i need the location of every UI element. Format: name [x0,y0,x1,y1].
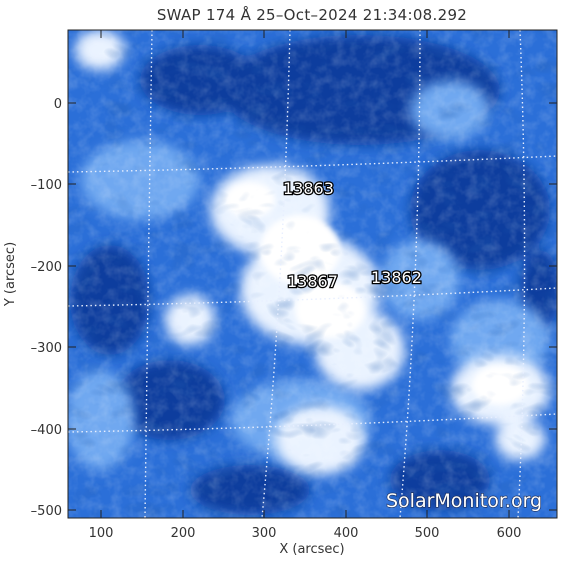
x-axis [100,30,510,518]
y-tick-label: –200 [31,260,62,275]
image-title: SWAP 174 Å 25–Oct–2024 21:34:08.292 [157,5,467,24]
x-tick-label: 600 [497,526,522,541]
watermark: SolarMonitor.org [386,490,542,512]
y-tick-label: –500 [31,504,62,519]
heliographic-grid [68,30,557,518]
y-axis-label: Y (arcsec) [3,242,18,307]
y-axis [68,102,557,511]
x-tick-label: 100 [89,526,114,541]
x-axis-label: X (arcsec) [279,542,344,557]
active-region-label: 13863 [283,179,334,198]
x-tick-label: 200 [171,526,196,541]
active-region-label: 13862 [371,268,422,287]
y-tick-label: –300 [31,341,62,356]
y-tick-label: –100 [31,178,62,193]
x-tick-label: 300 [252,526,277,541]
active-region-label: 13867 [287,272,338,291]
y-tick-label: 0 [54,97,62,112]
x-tick-label: 400 [334,526,359,541]
plot-frame [67,29,558,519]
x-tick-label: 500 [415,526,440,541]
euv-image: 13863 13867 13862 SolarMonitor.org [68,30,557,518]
y-tick-label: –400 [31,423,62,438]
